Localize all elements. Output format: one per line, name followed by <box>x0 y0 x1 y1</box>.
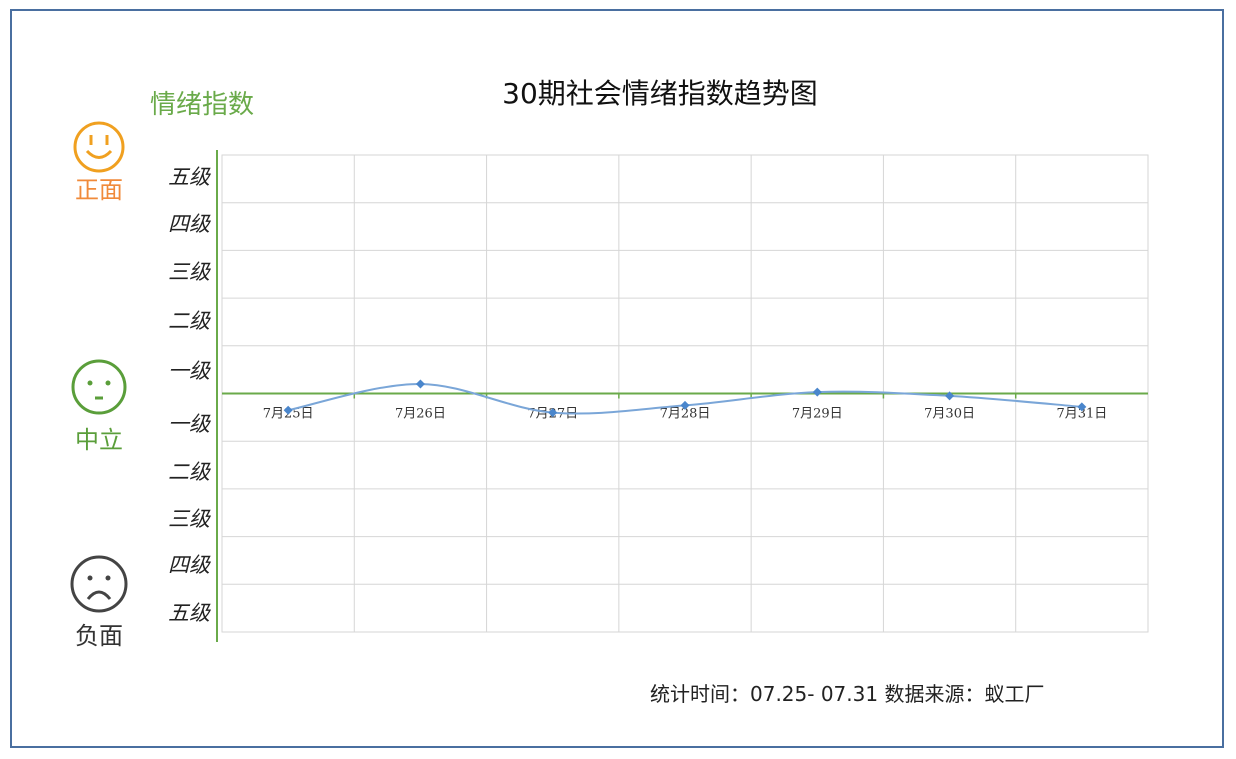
level-label: 二级 <box>168 460 210 484</box>
level-label: 五级 <box>168 165 210 189</box>
level-label: 五级 <box>168 601 210 625</box>
smile-face-icon <box>70 118 128 180</box>
level-label: 四级 <box>168 553 210 577</box>
data-point <box>1077 402 1087 412</box>
footer-note: 统计时间：07.25- 07.31 数据来源：蚁工厂 <box>650 682 1045 706</box>
level-label: 二级 <box>168 309 210 333</box>
x-tick-label: 7月31日 <box>1056 407 1107 422</box>
y-axis-title: 情绪指数 <box>150 90 255 120</box>
data-point <box>415 379 425 389</box>
level-label: 四级 <box>168 212 210 236</box>
level-label: 三级 <box>168 507 210 531</box>
level-label: 三级 <box>168 260 210 284</box>
data-point <box>548 408 558 418</box>
level-label: 一级 <box>168 412 210 436</box>
data-point <box>812 387 822 397</box>
data-point <box>945 391 955 401</box>
x-tick-label: 7月29日 <box>792 407 843 422</box>
x-tick-label: 7月30日 <box>924 407 975 422</box>
face-label-neutral: 中立 <box>75 426 123 454</box>
data-point <box>283 405 293 415</box>
chart-frame <box>10 9 1224 748</box>
data-point <box>680 400 690 410</box>
face-label-negative: 负面 <box>75 622 123 650</box>
chart-title: 30期社会情绪指数趋势图 <box>502 77 818 110</box>
x-tick-label: 7月28日 <box>660 407 711 422</box>
neutral-face-icon <box>70 358 128 420</box>
level-label: 一级 <box>168 359 210 383</box>
x-tick-label: 7月26日 <box>395 407 446 422</box>
sad-face-icon <box>70 555 128 617</box>
face-label-positive: 正面 <box>75 176 123 204</box>
